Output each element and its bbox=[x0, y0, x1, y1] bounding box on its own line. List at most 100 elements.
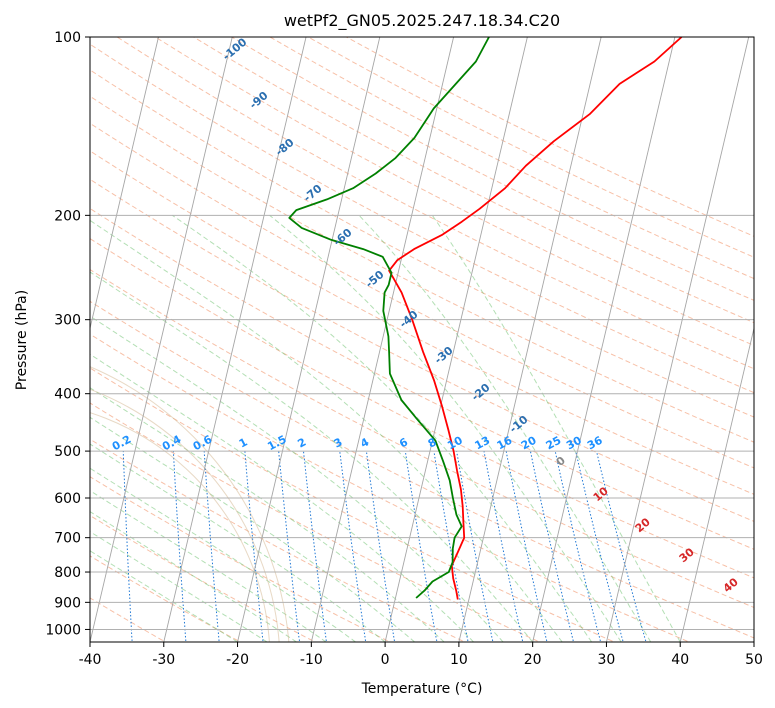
moist-adiabat bbox=[431, 215, 681, 642]
x-tick-label: 40 bbox=[671, 652, 689, 668]
dry-adiabat bbox=[269, 37, 754, 280]
dry-adiabat-label: -40 bbox=[397, 308, 421, 331]
mixing-ratio-label: 3 bbox=[332, 435, 345, 450]
moist-adiabat bbox=[90, 219, 563, 642]
y-tick-label: 900 bbox=[54, 595, 81, 611]
axis-ticks: -40 -30 -20 -10 0 10 20 30 40 5010020030040050060… bbox=[45, 30, 763, 668]
moist-adiabat-label: 40 bbox=[721, 575, 741, 595]
y-tick-label: 400 bbox=[54, 387, 81, 403]
dry-adiabat-label: -80 bbox=[273, 136, 297, 159]
moist-adiabat bbox=[90, 511, 297, 642]
isotherm bbox=[384, 37, 528, 642]
dry-adiabat-label: -50 bbox=[363, 268, 387, 291]
dry-adiabat-label: -90 bbox=[247, 89, 271, 112]
mixing-ratio-label: 16 bbox=[495, 434, 515, 453]
dry-adiabat bbox=[90, 95, 754, 443]
mixing-ratio-line bbox=[554, 450, 602, 642]
moist-adiabat-label: 30 bbox=[677, 545, 697, 565]
mixing-ratio-label: 36 bbox=[585, 434, 605, 453]
theta-curve bbox=[90, 388, 280, 642]
isotherm bbox=[90, 37, 159, 331]
moist-adiabat bbox=[90, 271, 534, 642]
mixing-ratio-line bbox=[575, 450, 624, 642]
moist-adiabat bbox=[172, 214, 593, 642]
isotherm bbox=[458, 37, 602, 642]
mixing-ratio-label: 0.4 bbox=[160, 433, 184, 454]
isopleth-labels: 0.1 0.2 0.4 0.6 1 1.5 2 3 4 6 8 10 13 16 20 25 30 36-100-… bbox=[110, 35, 741, 595]
x-tick-label: -40 bbox=[79, 652, 102, 668]
dry-adiabat bbox=[90, 300, 754, 639]
y-tick-label: 200 bbox=[54, 208, 81, 224]
theta-curve bbox=[90, 412, 270, 642]
y-tick-label: 800 bbox=[54, 565, 81, 581]
dry-adiabat bbox=[90, 367, 616, 642]
mixing-ratio-label: 13 bbox=[473, 434, 493, 453]
mixing-ratio-label: 25 bbox=[544, 434, 564, 453]
x-tick-label: -20 bbox=[226, 652, 249, 668]
dry-adiabat bbox=[90, 122, 754, 469]
theta-curve bbox=[90, 366, 290, 642]
moist-adiabat bbox=[90, 353, 474, 642]
x-tick-label: 50 bbox=[745, 652, 763, 668]
mixing-ratio-label: 0.6 bbox=[191, 433, 215, 454]
mixing-ratio-label: 2 bbox=[295, 435, 308, 450]
x-tick-label: -10 bbox=[300, 652, 323, 668]
x-tick-label: 20 bbox=[524, 652, 542, 668]
mixing-ratio-line bbox=[339, 451, 367, 642]
dry-adiabat bbox=[90, 178, 754, 522]
plot-frame bbox=[89, 36, 755, 643]
moist-adiabat bbox=[90, 490, 327, 642]
moist-adiabat bbox=[90, 550, 238, 642]
moist-adiabat bbox=[90, 315, 504, 642]
mixing-ratio-line bbox=[433, 451, 469, 642]
isotherm bbox=[532, 37, 676, 642]
mixing-ratio-line bbox=[244, 451, 264, 642]
dry-adiabat bbox=[90, 402, 541, 642]
y-tick-label: 500 bbox=[54, 444, 81, 460]
dry-adiabat bbox=[90, 43, 754, 394]
dry-adiabat bbox=[90, 268, 754, 609]
dry-adiabat bbox=[90, 207, 754, 550]
profile-lines bbox=[288, 37, 683, 600]
mixing-ratio-line bbox=[203, 451, 220, 642]
x-axis-label: Temperature (°C) bbox=[361, 681, 483, 697]
x-tick-label: -30 bbox=[152, 652, 175, 668]
mixing-ratio-label: 1 bbox=[237, 435, 250, 450]
isotherm bbox=[679, 326, 754, 642]
moist-adiabat bbox=[90, 387, 445, 642]
isotherm bbox=[90, 37, 233, 642]
mixing-ratio-label: 1.5 bbox=[265, 433, 288, 454]
x-tick-label: 10 bbox=[450, 652, 468, 668]
dry-adiabat bbox=[90, 476, 391, 642]
mixing-ratio-line bbox=[404, 451, 438, 642]
mixing-ratio-line bbox=[529, 450, 575, 642]
y-tick-label: 100 bbox=[54, 30, 81, 46]
dry-adiabat-label: -100 bbox=[220, 35, 250, 63]
y-tick-label: 700 bbox=[54, 531, 81, 547]
moist-adiabat bbox=[90, 443, 386, 642]
isotherm bbox=[753, 640, 754, 642]
dewpoint-line bbox=[288, 37, 490, 599]
grid-lines bbox=[90, 37, 754, 642]
mixing-ratio-label: 10 bbox=[445, 434, 465, 453]
dry-adiabat bbox=[90, 150, 754, 495]
mixing-ratio-line bbox=[483, 451, 524, 642]
moist-adiabat bbox=[358, 214, 652, 642]
y-axis-label: Pressure (hPa) bbox=[14, 290, 30, 390]
mixing-ratio-label: 0.2 bbox=[110, 433, 133, 454]
moist-adiabat-label: 10 bbox=[591, 484, 611, 504]
mixing-ratio-line bbox=[172, 451, 187, 642]
isotherm bbox=[310, 37, 455, 642]
x-tick-label: 30 bbox=[598, 652, 616, 668]
chart-title: wetPf2_GN05.2025.247.18.34.C20 bbox=[284, 11, 560, 31]
mixing-ratio-label: 4 bbox=[358, 435, 371, 450]
mixing-ratio-line bbox=[76, 451, 82, 644]
y-tick-label: 1000 bbox=[45, 622, 81, 638]
isotherm bbox=[163, 37, 307, 642]
isotherm bbox=[237, 37, 381, 642]
dry-adiabat-label: -20 bbox=[469, 381, 493, 404]
temperature-line bbox=[388, 37, 683, 600]
dry-adiabat bbox=[90, 333, 691, 642]
moist-adiabat bbox=[269, 214, 622, 642]
